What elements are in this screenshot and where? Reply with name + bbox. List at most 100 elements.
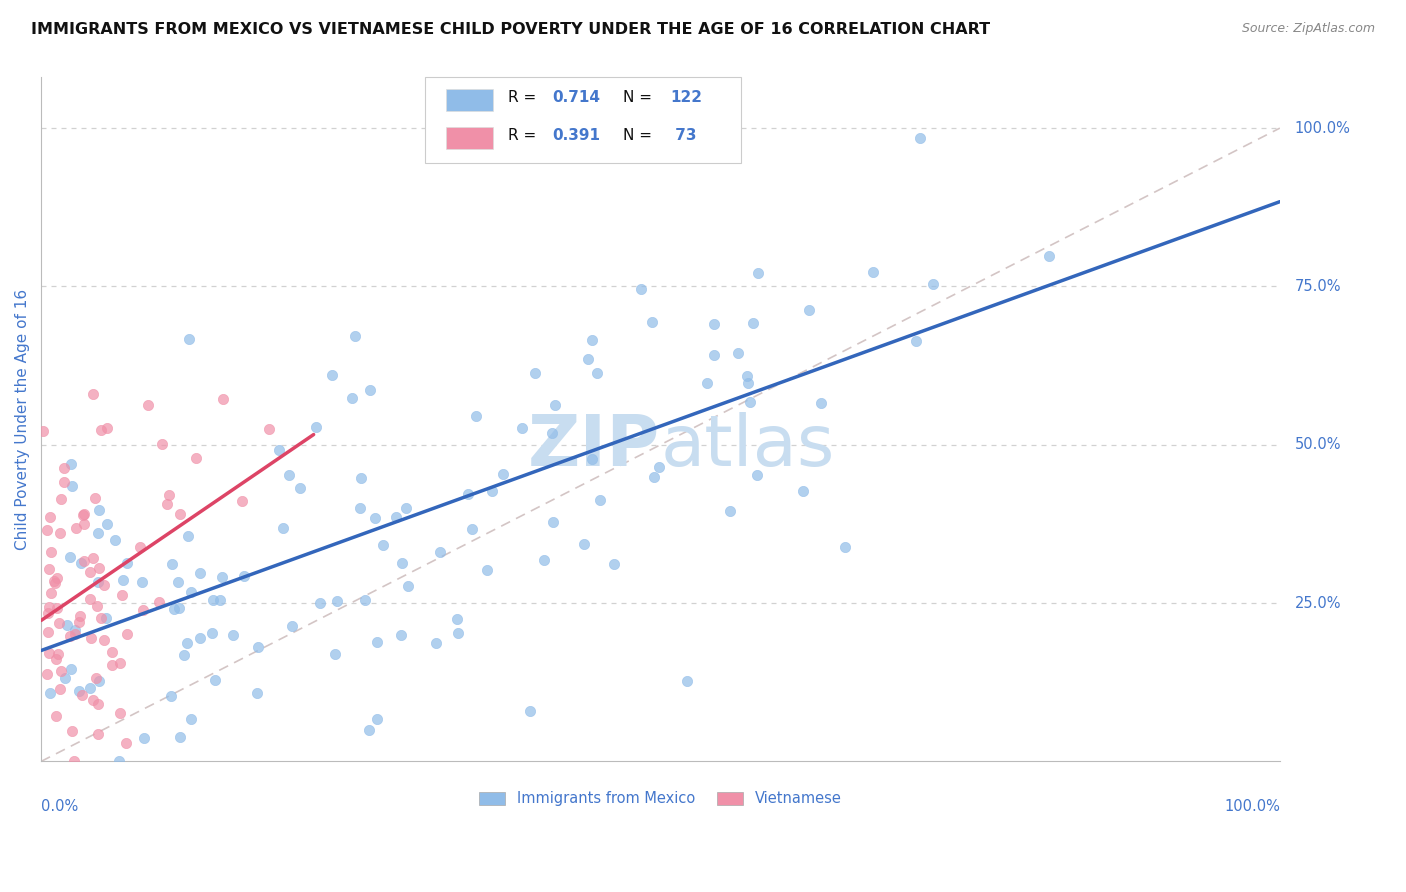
- Point: [425, 636, 447, 650]
- Point: [696, 376, 718, 390]
- Point: [349, 500, 371, 515]
- Point: [371, 538, 394, 552]
- Point: [738, 395, 761, 409]
- Point: [246, 686, 269, 700]
- Point: [148, 595, 170, 609]
- Point: [344, 329, 367, 343]
- Text: 122: 122: [671, 90, 703, 105]
- Point: [82, 387, 104, 401]
- Point: [60, 457, 83, 471]
- Point: [79, 681, 101, 696]
- Text: 75.0%: 75.0%: [1295, 279, 1341, 294]
- Point: [108, 706, 131, 720]
- Point: [62, 755, 84, 769]
- Point: [84, 671, 107, 685]
- Point: [222, 628, 245, 642]
- Point: [718, 503, 741, 517]
- Point: [464, 409, 486, 424]
- Point: [457, 487, 479, 501]
- Point: [93, 577, 115, 591]
- Point: [79, 565, 101, 579]
- Text: 50.0%: 50.0%: [1295, 437, 1341, 452]
- Point: [53, 671, 76, 685]
- Text: R =: R =: [508, 128, 541, 143]
- Point: [176, 636, 198, 650]
- Point: [810, 396, 832, 410]
- Text: IMMIGRANTS FROM MEXICO VS VIETNAMESE CHILD POVERTY UNDER THE AGE OF 16 CORRELATI: IMMIGRANTS FROM MEXICO VS VIETNAMESE CHI…: [31, 22, 990, 37]
- Point: [727, 345, 749, 359]
- Point: [491, 467, 513, 481]
- Text: 100.0%: 100.0%: [1225, 799, 1279, 814]
- Point: [115, 736, 138, 750]
- Point: [233, 569, 256, 583]
- Point: [169, 508, 191, 522]
- Point: [73, 507, 96, 521]
- Point: [735, 369, 758, 384]
- Legend: Immigrants from Mexico, Vietnamese: Immigrants from Mexico, Vietnamese: [474, 786, 848, 813]
- Text: 0.391: 0.391: [553, 128, 600, 143]
- Point: [150, 437, 173, 451]
- Point: [131, 574, 153, 589]
- Point: [115, 556, 138, 570]
- Point: [39, 545, 62, 559]
- Point: [44, 574, 66, 588]
- Y-axis label: Child Poverty Under the Age of 16: Child Poverty Under the Age of 16: [15, 289, 30, 550]
- Point: [46, 647, 69, 661]
- Bar: [446, 89, 494, 112]
- Point: [37, 624, 59, 639]
- Point: [46, 601, 69, 615]
- Point: [87, 727, 110, 741]
- Point: [326, 594, 349, 608]
- Point: [389, 628, 412, 642]
- Point: [576, 352, 599, 367]
- Point: [82, 550, 104, 565]
- Point: [96, 421, 118, 435]
- Point: [63, 627, 86, 641]
- Point: [211, 570, 233, 584]
- Point: [396, 579, 419, 593]
- Point: [834, 540, 856, 554]
- Point: [643, 470, 665, 484]
- Point: [38, 600, 60, 615]
- Text: R =: R =: [508, 90, 541, 105]
- Point: [246, 640, 269, 654]
- Point: [173, 648, 195, 663]
- Text: 0.0%: 0.0%: [41, 799, 79, 814]
- Point: [1038, 249, 1060, 263]
- Point: [385, 510, 408, 524]
- Point: [747, 266, 769, 280]
- Point: [46, 571, 69, 585]
- Point: [544, 398, 567, 412]
- Point: [132, 603, 155, 617]
- Point: [169, 730, 191, 744]
- Point: [922, 277, 945, 292]
- Point: [737, 376, 759, 390]
- Point: [477, 563, 499, 577]
- Point: [59, 550, 82, 565]
- Point: [212, 392, 235, 407]
- Point: [86, 599, 108, 614]
- Point: [87, 673, 110, 688]
- Point: [589, 493, 612, 508]
- Point: [305, 420, 328, 434]
- Point: [269, 442, 291, 457]
- Point: [82, 693, 104, 707]
- Point: [35, 523, 58, 537]
- Text: ZIP: ZIP: [529, 412, 661, 482]
- Point: [364, 511, 387, 525]
- Point: [156, 497, 179, 511]
- Point: [524, 366, 547, 380]
- Point: [257, 422, 280, 436]
- Point: [39, 686, 62, 700]
- Point: [581, 452, 603, 467]
- Point: [904, 334, 927, 348]
- Point: [83, 491, 105, 505]
- Point: [157, 488, 180, 502]
- Point: [87, 561, 110, 575]
- Point: [39, 586, 62, 600]
- Point: [69, 608, 91, 623]
- Text: N =: N =: [623, 128, 657, 143]
- Point: [72, 554, 94, 568]
- Point: [49, 526, 72, 541]
- Point: [101, 645, 124, 659]
